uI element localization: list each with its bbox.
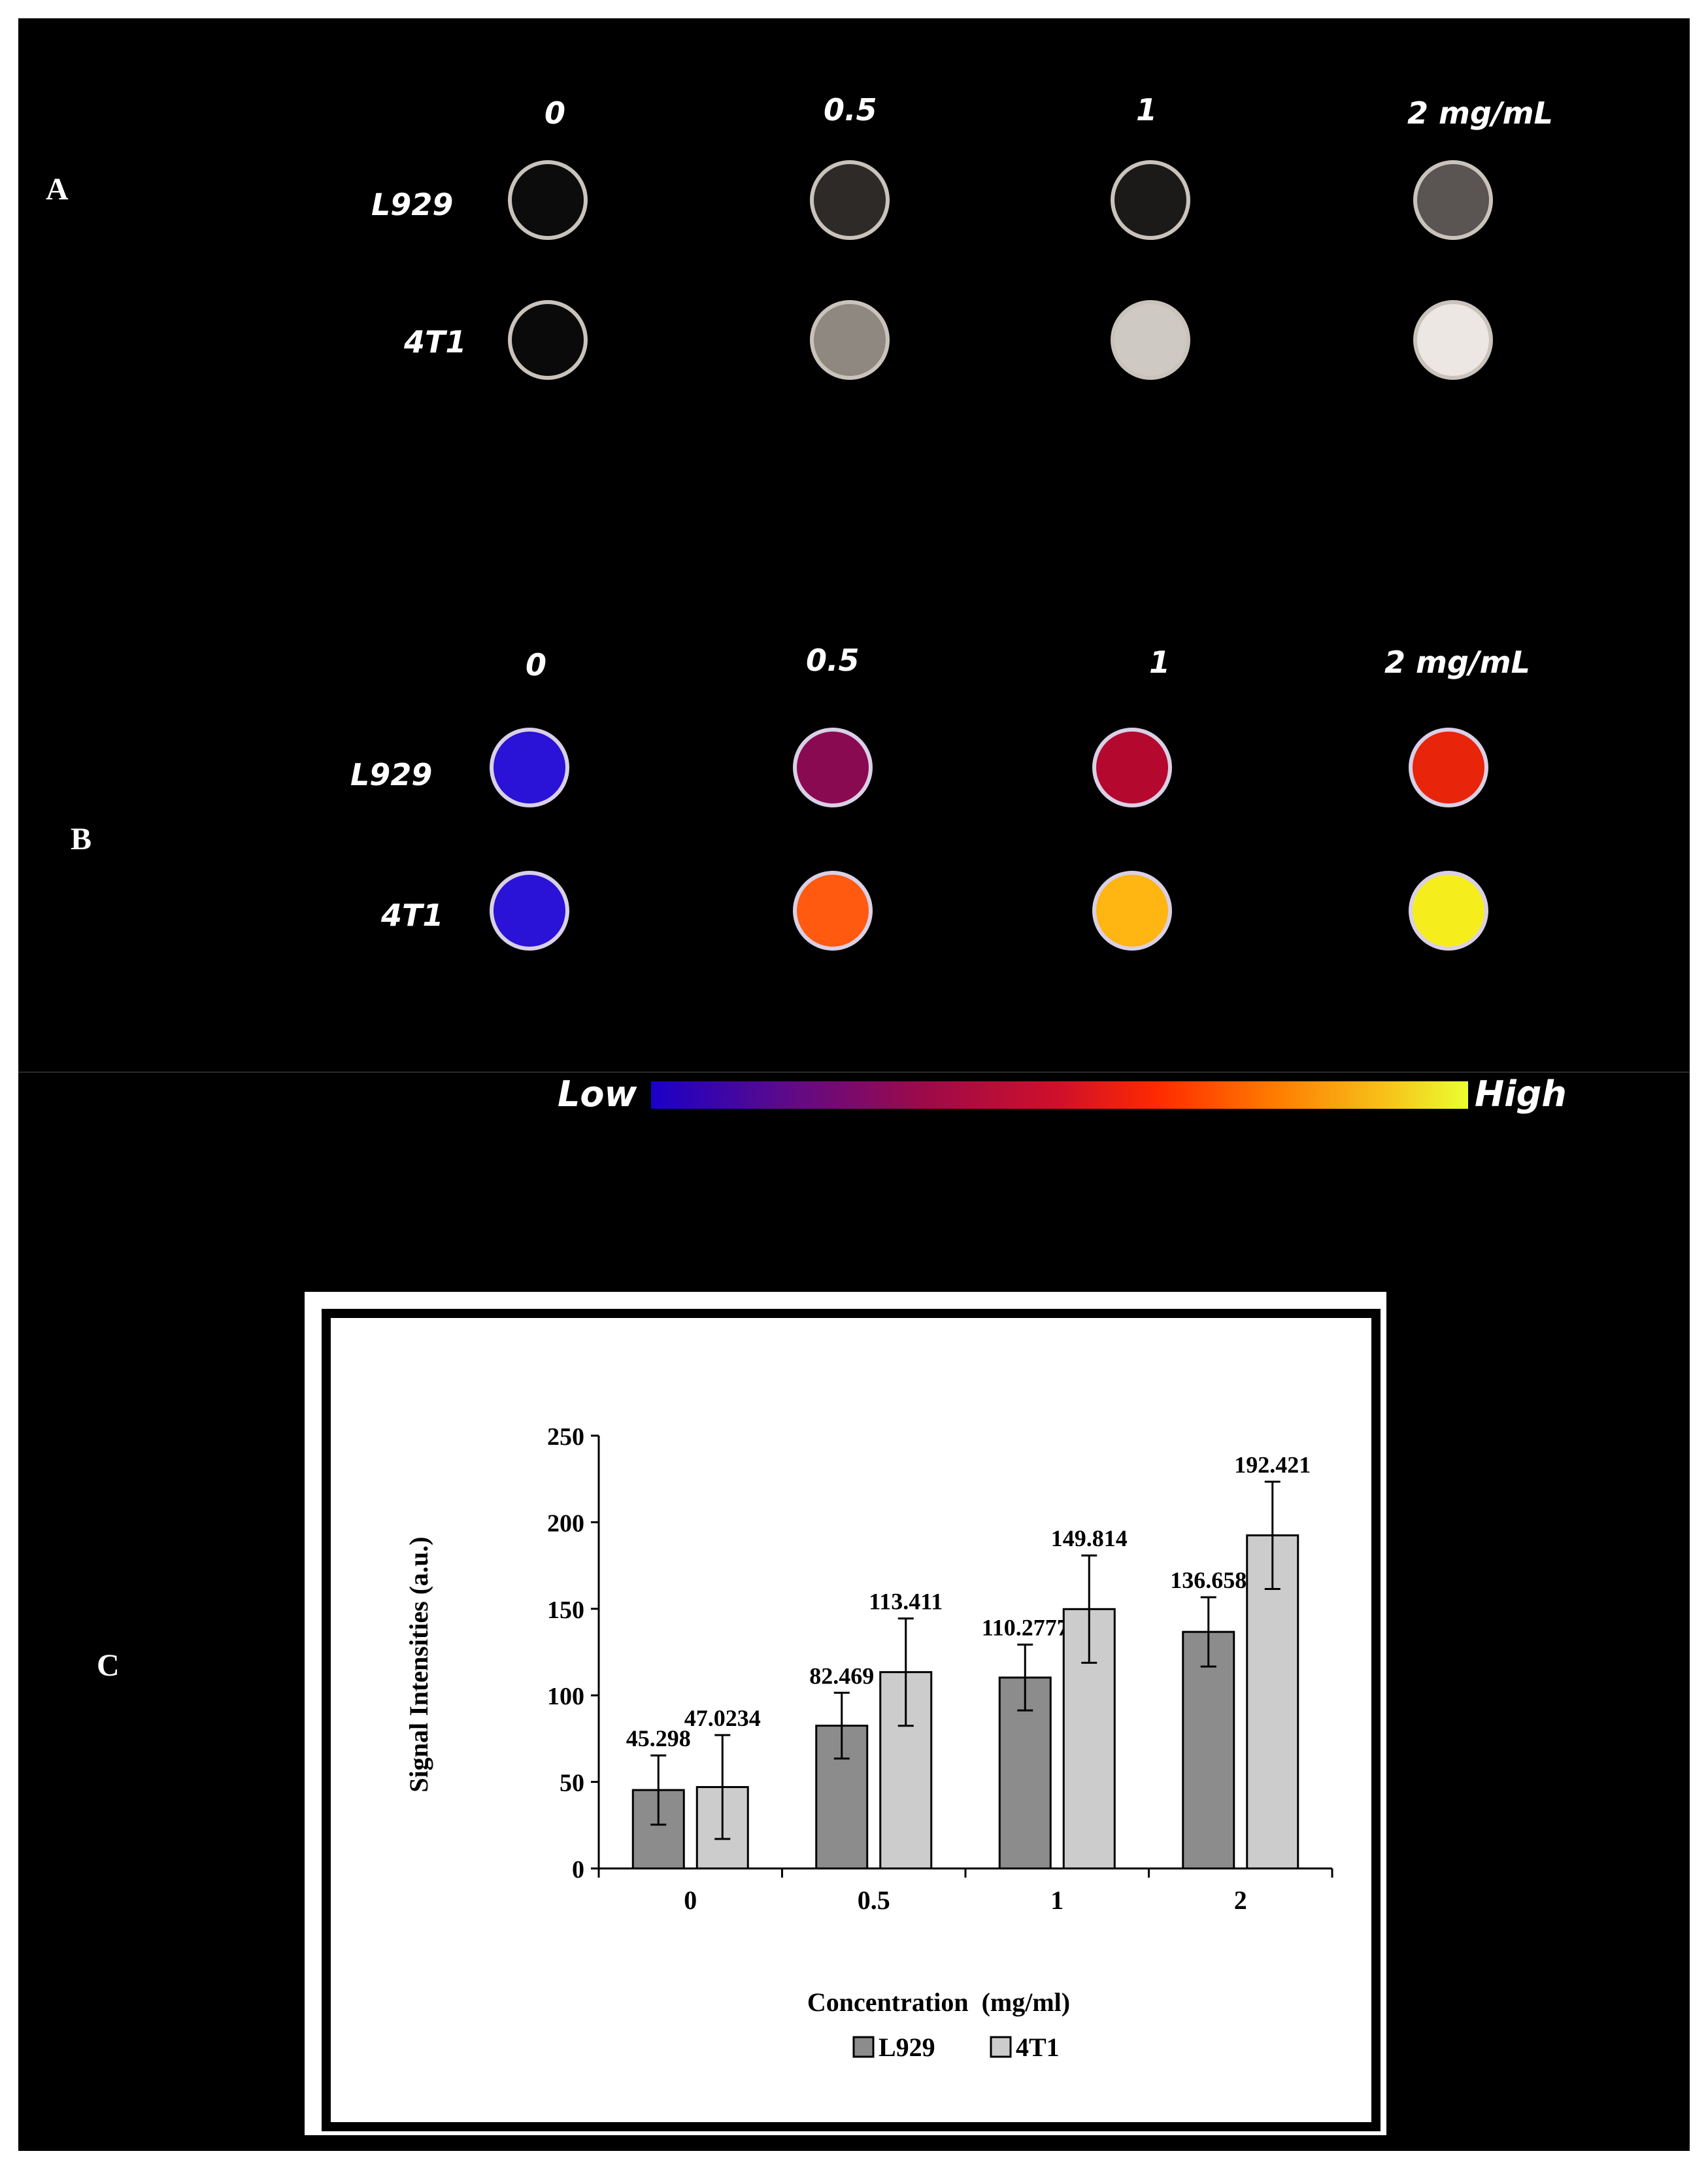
bar-4t1-3 bbox=[1246, 1534, 1299, 1870]
panel-b-well-4t1-0 bbox=[490, 871, 569, 951]
panel-b-well-l929-1 bbox=[793, 728, 873, 807]
colorbar-low-label: Low bbox=[558, 1073, 637, 1115]
panel-a-well-4t1-2 bbox=[1111, 300, 1190, 380]
x-tick-label: 0 bbox=[684, 1885, 697, 1915]
panel-a-well-l929-3 bbox=[1413, 160, 1493, 240]
data-label: 110.2777 bbox=[982, 1615, 1069, 1641]
panel-a-letter: A bbox=[46, 172, 69, 207]
x-axis: 0 0.5 1 2 bbox=[597, 1867, 1333, 1915]
panel-b-conc-0: 0 bbox=[526, 647, 547, 683]
panel-a-row-l929: L929 bbox=[371, 187, 454, 222]
legend-label-4t1: 4T1 bbox=[1016, 2033, 1060, 2062]
y-tick-label: 0 bbox=[572, 1856, 584, 1883]
x-tick-label: 0.5 bbox=[858, 1885, 890, 1915]
panel-b-conc-1: 0.5 bbox=[806, 643, 860, 678]
y-tick-label: 50 bbox=[560, 1770, 584, 1797]
legend-swatch-l929 bbox=[852, 2036, 875, 2058]
y-tick-label: 200 bbox=[547, 1510, 584, 1537]
y-axis-label: Signal Intensities (a.u.) bbox=[404, 1536, 433, 1792]
panel-b-well-4t1-3 bbox=[1409, 871, 1488, 951]
data-label: 113.411 bbox=[869, 1589, 943, 1615]
panel-a-conc-3: 2 mg/mL bbox=[1407, 95, 1553, 131]
colorbar bbox=[651, 1081, 1468, 1109]
data-label: 192.421 bbox=[1234, 1451, 1311, 1478]
panel-b-well-4t1-2 bbox=[1092, 871, 1172, 951]
legend-label-l929: L929 bbox=[879, 2033, 935, 2062]
figure-canvas: A 0 0.5 1 2 mg/mL L929 4T1 B 0 0.5 1 2 m… bbox=[18, 18, 1690, 2151]
bars: 45.298 82.469 110.2777 136.658 47.0234 113.41… bbox=[626, 1451, 1311, 1870]
bar-chart: 0 50 100 150 200 250 0 0.5 1 2 45.298 82.469 110.2… bbox=[404, 1423, 1333, 2062]
y-tick-label: 250 bbox=[547, 1423, 584, 1451]
bar-l929-3 bbox=[1182, 1630, 1235, 1870]
legend-swatch-4t1 bbox=[990, 2036, 1012, 2058]
panel-a-row-4t1: 4T1 bbox=[404, 324, 467, 360]
legend: L929 4T1 bbox=[852, 2033, 1060, 2062]
data-label: 82.469 bbox=[809, 1663, 874, 1689]
panel-b-well-l929-0 bbox=[490, 728, 569, 807]
data-label: 47.0234 bbox=[684, 1705, 761, 1731]
panel-a-conc-2: 1 bbox=[1136, 92, 1158, 127]
data-label: 136.658 bbox=[1170, 1567, 1247, 1593]
data-label: 45.298 bbox=[626, 1725, 691, 1751]
panel-c-letter: C bbox=[97, 1648, 120, 1683]
panel-b-conc-3: 2 mg/mL bbox=[1384, 645, 1530, 680]
panel-b-well-4t1-1 bbox=[793, 871, 873, 951]
chart-frame: 0 50 100 150 200 250 0 0.5 1 2 45.298 82.469 110.2… bbox=[305, 1292, 1386, 2135]
y-axis: 0 50 100 150 200 250 bbox=[547, 1423, 600, 1883]
panel-b-row-l929: L929 bbox=[350, 757, 433, 792]
panel-b-well-l929-2 bbox=[1092, 728, 1172, 807]
panel-b-conc-2: 1 bbox=[1149, 645, 1171, 680]
panel-a-well-4t1-3 bbox=[1413, 300, 1493, 380]
panel-b-letter: B bbox=[71, 822, 92, 856]
x-tick-label: 2 bbox=[1234, 1885, 1247, 1915]
panel-b-row-4t1: 4T1 bbox=[381, 898, 444, 933]
panel-divider bbox=[18, 1072, 1690, 1073]
panel-a-conc-1: 0.5 bbox=[824, 92, 877, 127]
panel-a-well-4t1-0 bbox=[508, 300, 588, 380]
panel-b-well-l929-3 bbox=[1409, 728, 1488, 807]
panel-a-well-l929-0 bbox=[508, 160, 588, 240]
chart-border: 0 50 100 150 200 250 0 0.5 1 2 45.298 82.469 110.2… bbox=[322, 1309, 1381, 2131]
x-tick-label: 1 bbox=[1050, 1885, 1063, 1915]
colorbar-high-label: High bbox=[1475, 1073, 1567, 1115]
panel-a-conc-0: 0 bbox=[544, 95, 566, 131]
panel-a-well-l929-1 bbox=[810, 160, 890, 240]
panel-a-well-l929-2 bbox=[1111, 160, 1190, 240]
x-axis-label: Concentration (mg/ml) bbox=[807, 1987, 1070, 2017]
panel-a-well-4t1-1 bbox=[810, 300, 890, 380]
data-label: 149.814 bbox=[1051, 1525, 1128, 1551]
y-tick-label: 150 bbox=[547, 1596, 584, 1624]
y-tick-label: 100 bbox=[547, 1683, 584, 1710]
